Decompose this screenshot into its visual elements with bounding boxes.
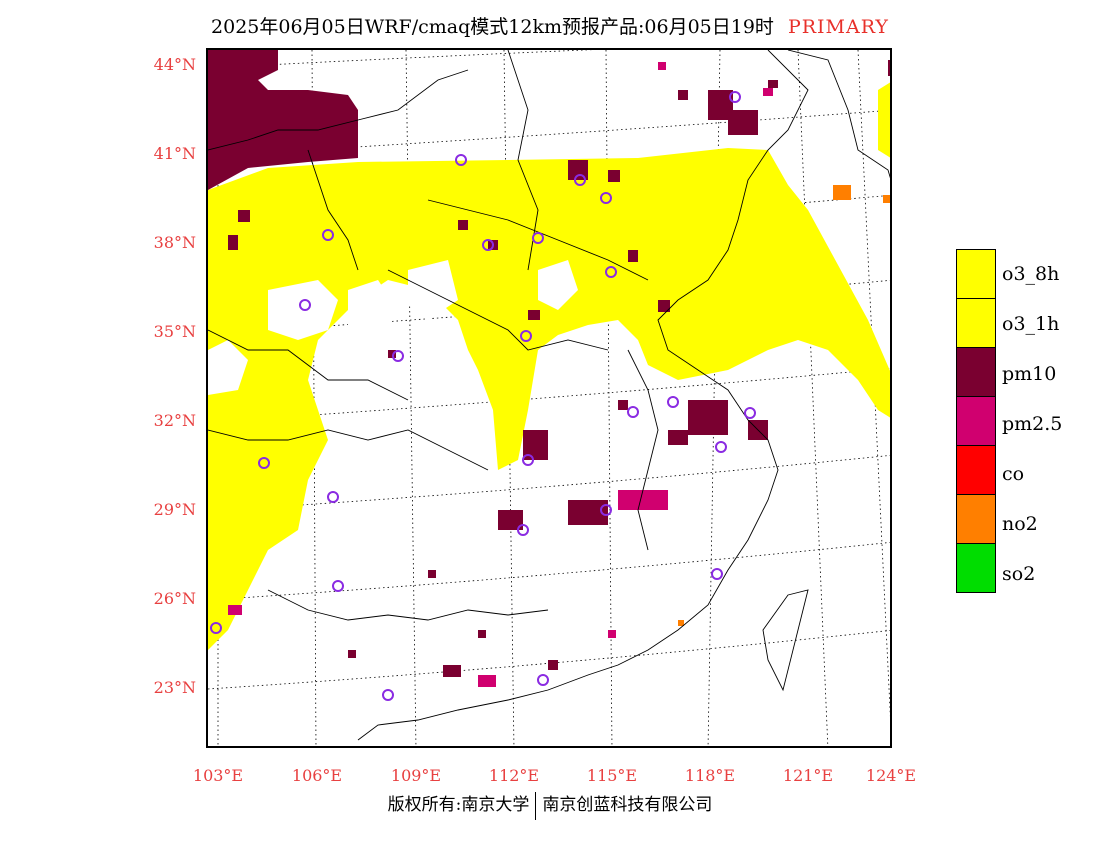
title-text: 2025年06月05日WRF/cmaq模式12km预报产品:06月05日19时 — [211, 16, 774, 38]
lat-label-38: 38°N — [153, 233, 196, 252]
legend: o3_8h o3_1h pm10 pm2.5 co no2 so2 — [956, 249, 1062, 593]
lon-label-118: 118°E — [684, 766, 736, 785]
copyright-footer: 版权所有:南京大学 南京创蓝科技有限公司 — [0, 790, 1100, 820]
boundaries — [208, 50, 890, 741]
map-title: 2025年06月05日WRF/cmaq模式12km预报产品:06月05日19时 P… — [0, 12, 1100, 39]
legend-swatch-pm10 — [956, 348, 996, 397]
o3-area — [208, 82, 890, 650]
legend-label-o3-1h: o3_1h — [1002, 313, 1060, 335]
forecast-map[interactable] — [206, 48, 892, 748]
lat-label-41: 41°N — [153, 144, 196, 163]
lon-label-115: 115°E — [586, 766, 638, 785]
lon-label-103: 103°E — [192, 766, 244, 785]
lat-label-29: 29°N — [153, 500, 196, 519]
primary-flag: PRIMARY — [787, 16, 889, 38]
lon-label-112: 112°E — [488, 766, 540, 785]
lat-label-44: 44°N — [153, 55, 196, 74]
legend-label-o3-8h: o3_8h — [1002, 263, 1060, 285]
legend-label-pm10: pm10 — [1002, 363, 1057, 385]
pm25-area — [228, 62, 773, 687]
footer-divider — [535, 791, 537, 820]
legend-label-co: co — [1002, 463, 1025, 485]
legend-label-so2: so2 — [1002, 563, 1036, 585]
lon-label-109: 109°E — [390, 766, 442, 785]
map-canvas — [208, 50, 890, 746]
lat-label-23: 23°N — [153, 678, 196, 697]
lat-label-35: 35°N — [153, 322, 196, 341]
legend-swatch-co — [956, 446, 996, 495]
lon-label-121: 121°E — [782, 766, 834, 785]
legend-swatch-so2 — [956, 544, 996, 593]
copyright-company: 南京创蓝科技有限公司 — [542, 795, 713, 815]
legend-swatch-no2 — [956, 495, 996, 544]
lat-label-26: 26°N — [153, 589, 196, 608]
copyright-owner: 版权所有:南京大学 — [387, 795, 530, 815]
legend-swatch-o3-1h — [956, 299, 996, 348]
pm10-area — [208, 50, 890, 677]
lon-label-106: 106°E — [291, 766, 343, 785]
legend-swatch-o3-8h — [956, 249, 996, 299]
legend-swatch-pm25 — [956, 397, 996, 446]
legend-label-pm25: pm2.5 — [1002, 413, 1063, 435]
lon-label-124: 124°E — [865, 766, 917, 785]
lat-label-32: 32°N — [153, 411, 196, 430]
station-markers — [210, 91, 756, 701]
no2-area — [678, 185, 890, 626]
legend-label-no2: no2 — [1002, 513, 1038, 535]
